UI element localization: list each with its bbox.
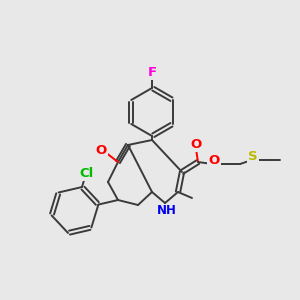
Text: NH: NH [157,205,177,218]
Text: Cl: Cl [79,167,93,180]
Text: S: S [248,151,258,164]
Text: O: O [95,143,106,157]
Text: F: F [147,65,157,79]
Text: O: O [208,154,220,166]
Text: O: O [190,137,202,151]
